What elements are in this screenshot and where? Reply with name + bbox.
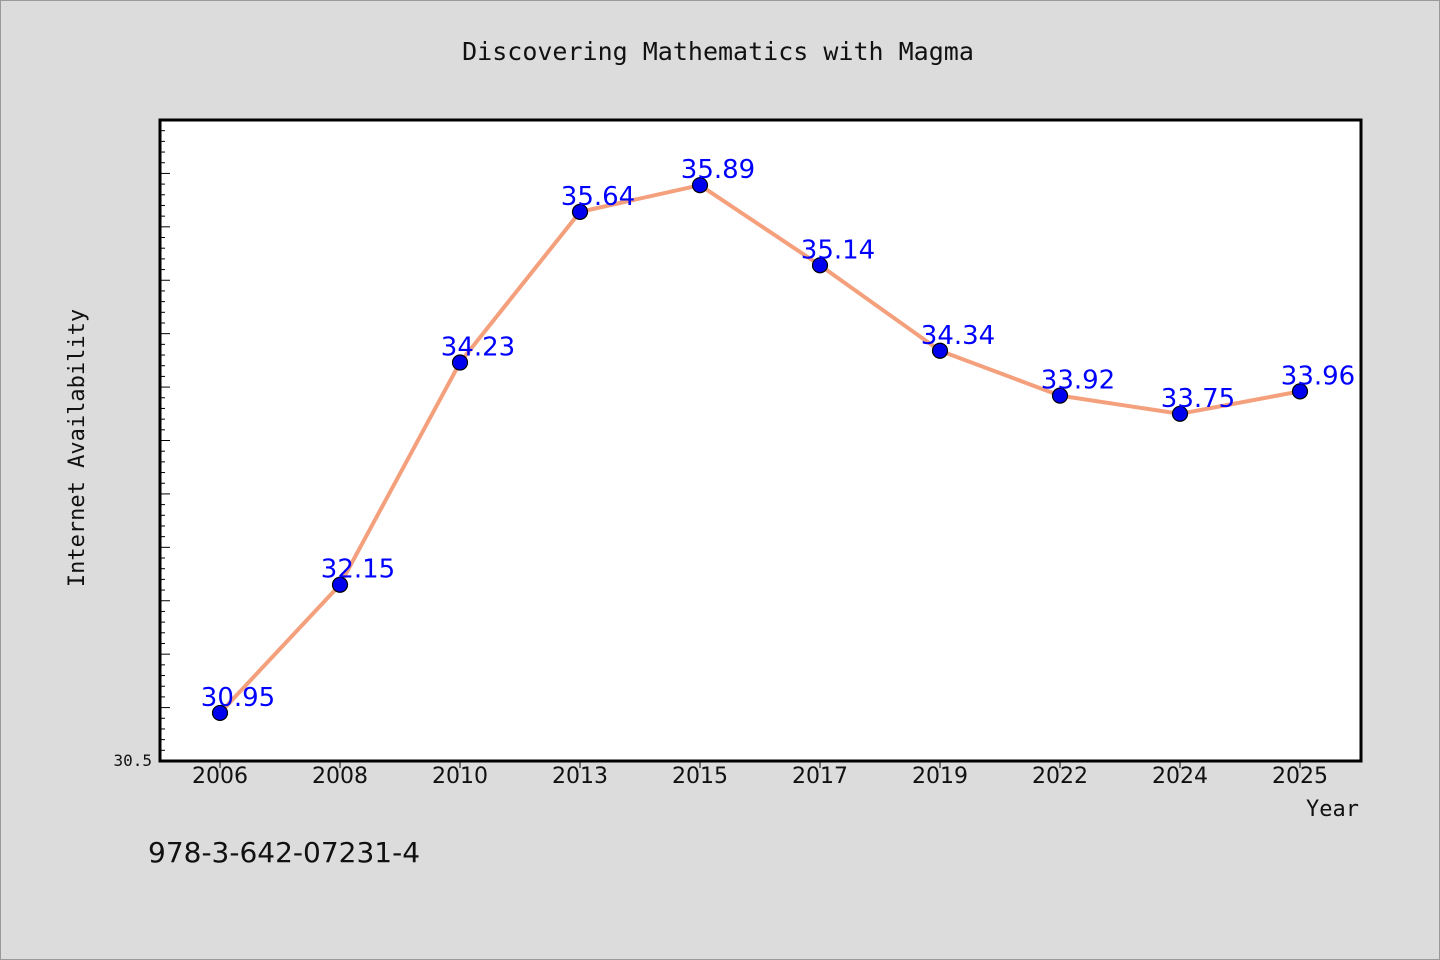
x-tick-label: 2013 (552, 764, 608, 789)
data-labels: 30.95 32.15 34.23 35.64 35.89 35.14 34.34 33.92… (201, 155, 1355, 713)
x-tick-label: 2006 (192, 764, 248, 789)
data-point-marker (931, 342, 949, 359)
y-axis-ticks (160, 130, 170, 762)
data-point-marker (451, 354, 469, 371)
x-axis-label: Year (1306, 797, 1359, 822)
data-label: 30.95 (201, 683, 275, 713)
x-tick-label: 2022 (1032, 764, 1088, 789)
series-line (218, 183, 1302, 715)
data-label: 32.15 (321, 555, 395, 585)
x-tick-label: 2015 (672, 764, 728, 789)
y-axis-label: Internet Availability (65, 309, 90, 587)
data-label: 34.23 (441, 333, 515, 363)
x-tick-label: 2017 (792, 764, 848, 789)
data-point-marker (811, 257, 829, 274)
data-point-marker (571, 203, 589, 220)
x-tick-label: 2008 (312, 764, 368, 789)
x-axis-ticks (219, 761, 1301, 768)
x-axis-tick-labels: 2006 2008 2010 2013 2015 2017 2019 2022 2024 2025 (192, 764, 1328, 789)
data-point-marker (1291, 383, 1309, 400)
data-label: 33.75 (1161, 384, 1235, 414)
isbn-label: 978-3-642-07231-4 (148, 836, 420, 869)
plot-area (158, 118, 1363, 763)
x-tick-label: 2025 (1272, 764, 1328, 789)
data-point-marker (211, 704, 229, 722)
data-label: 33.96 (1281, 361, 1355, 391)
data-point-marker (331, 576, 349, 593)
data-label: 35.64 (561, 182, 635, 212)
data-label: 34.34 (921, 321, 995, 351)
data-point-marker (691, 177, 709, 194)
data-point-marker (1171, 405, 1189, 422)
chart-title: Discovering Mathematics with Magma (462, 37, 974, 66)
x-tick-label: 2019 (912, 764, 968, 789)
y-tick-label: 30.5 (113, 751, 152, 770)
data-label: 33.92 (1041, 366, 1115, 396)
data-label: 35.14 (801, 235, 875, 265)
data-label: 35.89 (681, 155, 755, 185)
data-point-marker (1051, 387, 1069, 404)
data-markers (211, 177, 1309, 722)
x-tick-label: 2010 (432, 764, 488, 789)
x-tick-label: 2024 (1152, 764, 1208, 789)
